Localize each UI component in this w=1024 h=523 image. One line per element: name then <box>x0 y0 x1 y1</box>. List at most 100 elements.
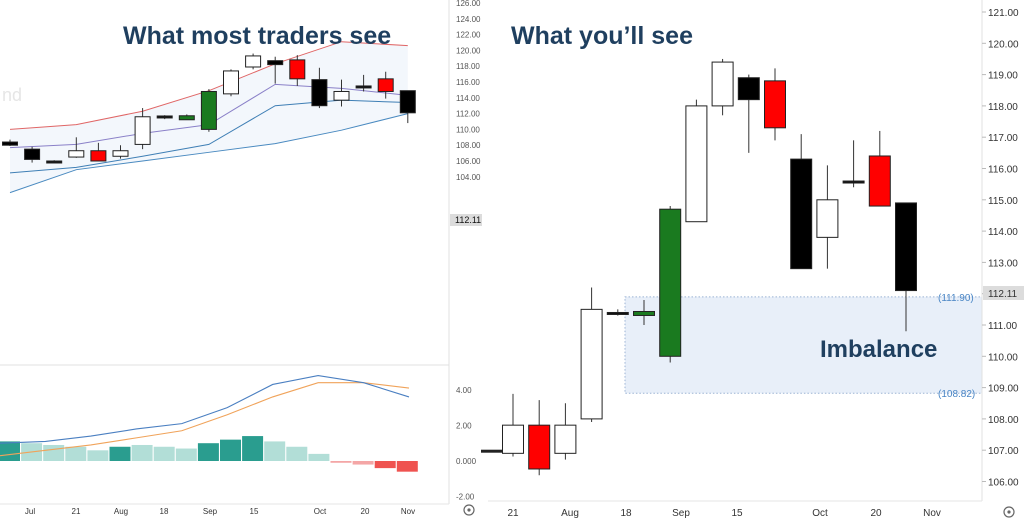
histogram-bar <box>175 448 197 461</box>
histogram-bar <box>220 439 241 461</box>
panel-gap <box>484 0 488 523</box>
left-candle-body <box>178 115 195 121</box>
right-y-tick: 121.00 <box>988 8 1019 19</box>
right-candle-body <box>868 155 891 207</box>
histogram-bar <box>197 443 219 461</box>
left-y-tick: 120.00 <box>456 46 481 55</box>
histogram-bar <box>286 446 308 461</box>
right-x-tick: 18 <box>620 508 632 519</box>
right-candle-body <box>685 105 708 223</box>
right-panel: 121.00 120.00 119.00 118.00 117.00 116.00 115.… <box>481 0 1024 519</box>
left-candle-body <box>377 78 394 92</box>
left-y-tick: 110.00 <box>456 125 480 134</box>
right-candle-body <box>816 199 839 238</box>
right-x-axis: 21 Aug 18 Sep 15 Oct 20 Nov <box>507 508 940 519</box>
right-last-price-label: 112.11 <box>988 289 1018 300</box>
left-y-axis: 126.00 124.00 122.00 120.00 118.00 116.00 114.… <box>456 0 481 182</box>
right-candle-body <box>481 449 503 453</box>
left-candle-body <box>112 150 129 157</box>
right-y-tick: 117.00 <box>988 133 1018 144</box>
left-candle-body <box>267 60 284 66</box>
left-settings-icon[interactable] <box>463 504 475 516</box>
left-x-tick: Nov <box>401 507 415 516</box>
left-y-tick: 124.00 <box>456 15 481 24</box>
left-candle-body <box>46 160 63 164</box>
lower-band-line-2 <box>9 113 408 194</box>
left-candle-body <box>399 90 416 114</box>
right-y-tick: 118.00 <box>988 102 1018 113</box>
right-candle-body <box>895 202 917 292</box>
left-candle-body <box>156 115 173 119</box>
left-candle-body <box>333 90 350 101</box>
right-y-axis: 121.00 120.00 119.00 118.00 117.00 116.00 115.… <box>982 8 1019 489</box>
left-y-tick: 116.00 <box>456 78 480 87</box>
left-candle-body <box>223 70 239 95</box>
left-x-tick: 21 <box>72 507 81 516</box>
right-candle-body <box>554 424 577 454</box>
left-y-tick: 112.00 <box>456 110 480 119</box>
right-y-tick: 116.00 <box>988 165 1018 176</box>
right-y-tick: 114.00 <box>988 227 1018 238</box>
histogram-bar <box>131 444 153 461</box>
right-candle-body <box>737 77 760 101</box>
indicator-y-tick: 4.00 <box>456 386 472 395</box>
right-candle-body <box>659 208 682 357</box>
left-candle-body <box>90 150 107 162</box>
left-x-tick: Oct <box>314 507 327 516</box>
left-candle-body <box>200 90 217 130</box>
right-y-tick: 113.00 <box>988 258 1018 269</box>
right-chart-title: What you’ll see <box>511 22 693 50</box>
left-y-tick: 122.00 <box>456 31 481 40</box>
left-y-tick: 118.00 <box>456 62 480 71</box>
left-candle-body <box>245 55 262 68</box>
right-x-tick: 21 <box>507 508 519 519</box>
right-candle-body <box>606 311 629 315</box>
left-x-tick: Aug <box>114 507 128 516</box>
right-x-tick: 20 <box>870 508 882 519</box>
left-y-tick: 114.00 <box>456 94 480 103</box>
right-y-tick: 107.00 <box>988 446 1019 457</box>
right-x-tick: 15 <box>731 508 743 519</box>
left-y-tick: 106.00 <box>456 157 481 166</box>
left-candle-body <box>2 141 18 146</box>
right-x-tick: Aug <box>561 508 579 519</box>
left-x-tick: 18 <box>160 507 169 516</box>
indicator-y-tick: 0.000 <box>456 457 477 466</box>
right-candles <box>481 58 917 476</box>
signal-line <box>0 382 410 457</box>
right-candle-body <box>502 424 524 454</box>
right-candle-body <box>842 180 865 184</box>
histogram-bar <box>43 444 65 461</box>
left-candle-body <box>134 116 151 145</box>
macd-line <box>0 375 410 444</box>
histogram-bar <box>396 461 418 472</box>
right-candle-body <box>790 158 813 270</box>
right-settings-icon[interactable] <box>1003 506 1015 518</box>
left-x-axis: Jul 21 Aug 18 Sep 15 Oct 20 Nov <box>25 507 415 516</box>
right-x-tick: Oct <box>812 508 828 519</box>
left-y-tick: 126.00 <box>456 0 481 8</box>
histogram-bar <box>87 450 109 461</box>
left-indicator <box>0 375 418 472</box>
imbalance-top-label: (111.90) <box>938 293 974 304</box>
left-x-tick: Jul <box>25 507 35 516</box>
right-x-tick: Nov <box>923 508 941 519</box>
left-last-price-label: 112.11 <box>455 215 481 225</box>
left-candles <box>2 53 416 164</box>
right-candle-body <box>711 61 734 107</box>
imbalance-bottom-label: (108.82) <box>938 389 975 400</box>
imbalance-zone <box>624 296 983 394</box>
histogram-bar <box>374 461 396 469</box>
histogram-bar <box>153 446 175 461</box>
left-candle-body <box>289 59 306 80</box>
left-candle-body <box>311 79 328 107</box>
right-candle-body <box>764 80 786 129</box>
left-y-tick: 108.00 <box>456 141 481 150</box>
left-candle-body <box>68 150 85 158</box>
histogram-bar <box>264 441 286 461</box>
indicator-y-tick: 2.00 <box>456 421 472 430</box>
left-last-price-badge <box>450 214 482 226</box>
left-panel: nd 126.00124.00122.00120.00118.00116.001… <box>0 0 484 523</box>
left-x-tick: Sep <box>203 507 218 516</box>
